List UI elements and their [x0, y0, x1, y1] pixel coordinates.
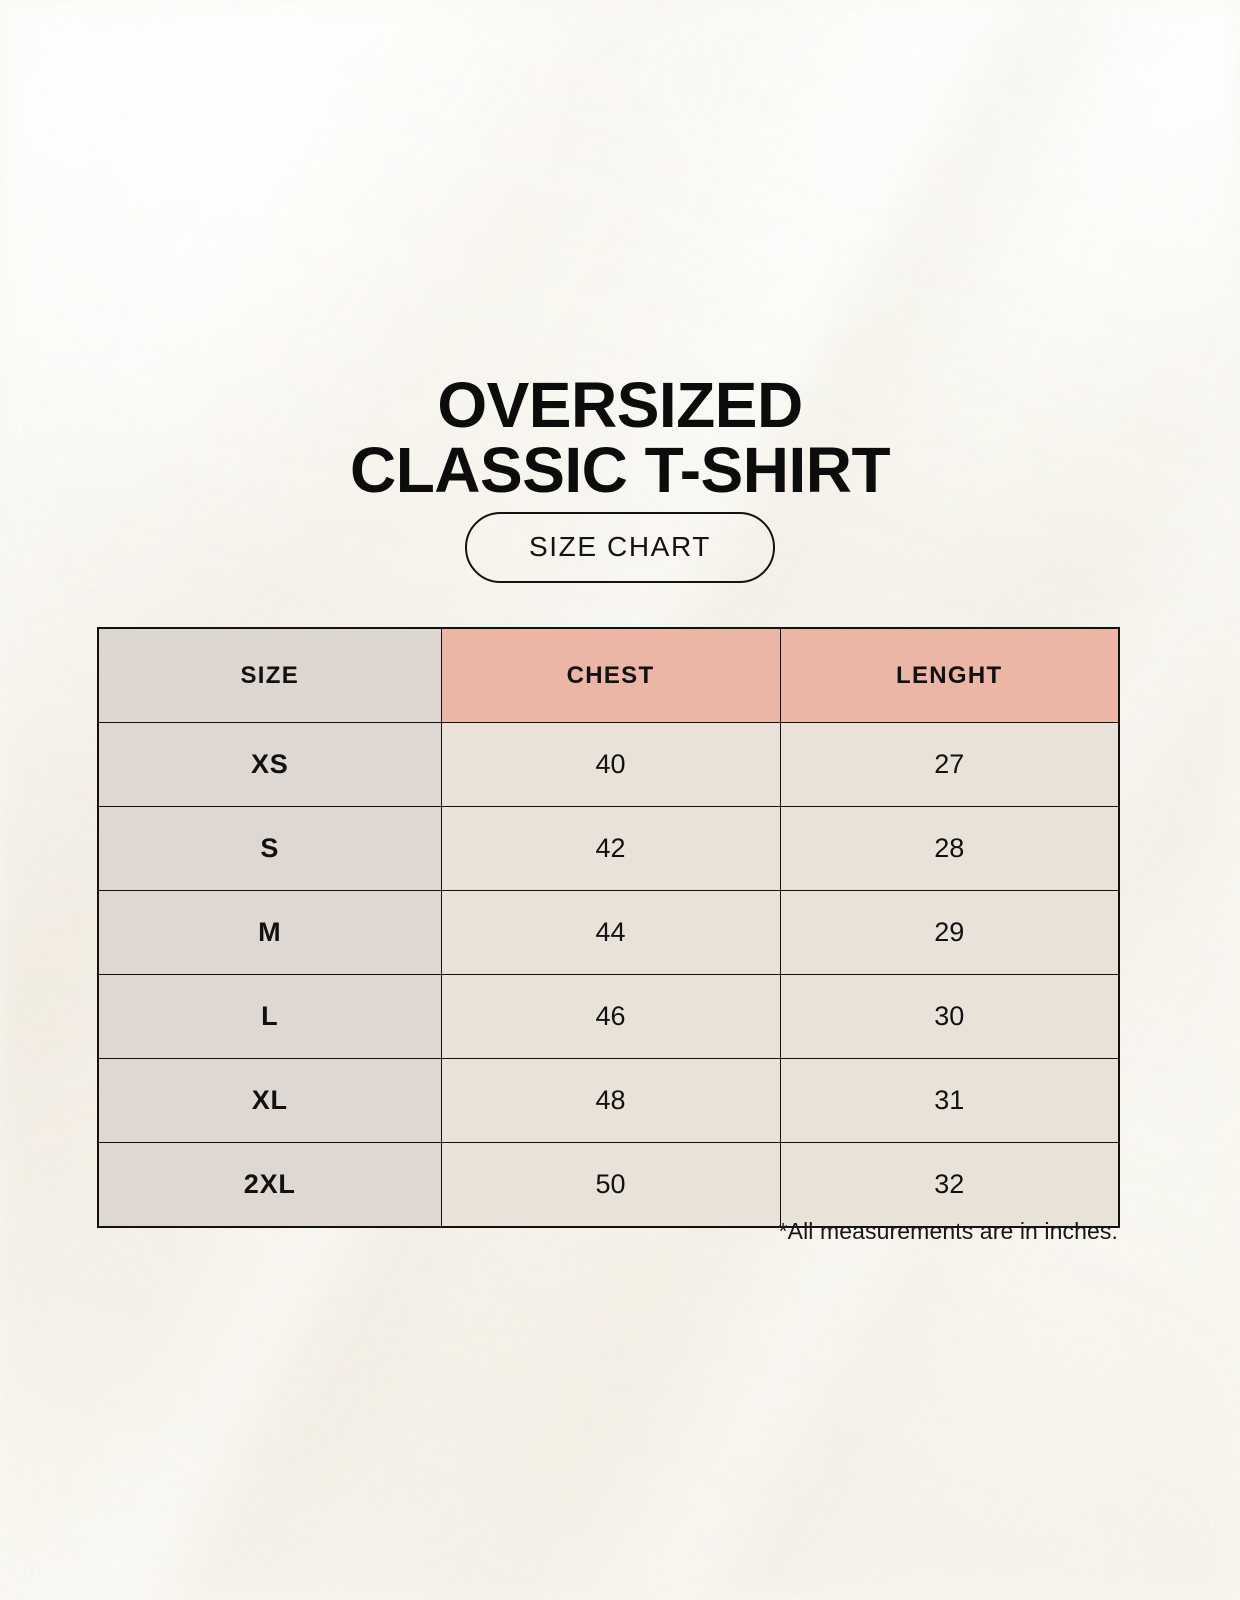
cell-length: 29 [779, 890, 1120, 975]
cell-chest: 40 [440, 722, 781, 807]
table-row: L 46 30 [97, 974, 1120, 1059]
cell-chest: 42 [440, 806, 781, 891]
cell-length: 30 [779, 974, 1120, 1059]
cell-size: L [97, 974, 442, 1059]
cell-chest: 48 [440, 1058, 781, 1143]
page-title: OVERSIZED CLASSIC T-SHIRT [349, 368, 891, 507]
cell-length: 28 [779, 806, 1120, 891]
table-row: S 42 28 [97, 806, 1120, 891]
size-table: SIZE CHEST LENGHT XS 40 27 S 42 28 M [97, 627, 1120, 1228]
cell-size: 2XL [97, 1142, 442, 1228]
cell-chest: 50 [440, 1142, 781, 1228]
cell-length: 32 [779, 1142, 1120, 1228]
column-header-length: LENGHT [779, 627, 1120, 723]
cell-length: 27 [779, 722, 1120, 807]
cell-size: XS [97, 722, 442, 807]
size-chart-badge: SIZE CHART [465, 512, 775, 583]
table-row: M 44 29 [97, 890, 1120, 975]
cell-size: S [97, 806, 442, 891]
size-table-head: SIZE CHEST LENGHT [97, 627, 1120, 723]
cell-length: 31 [779, 1058, 1120, 1143]
table-row: XS 40 27 [97, 722, 1120, 807]
table-header-row: SIZE CHEST LENGHT [97, 627, 1120, 723]
table-row: 2XL 50 32 [97, 1142, 1120, 1228]
column-header-chest: CHEST [440, 627, 781, 723]
column-header-size: SIZE [97, 627, 442, 723]
size-table-container: SIZE CHEST LENGHT XS 40 27 S 42 28 M [97, 627, 1120, 1228]
badge-row: SIZE CHART [0, 512, 1240, 583]
table-row: XL 48 31 [97, 1058, 1120, 1143]
cell-chest: 46 [440, 974, 781, 1059]
size-table-body: XS 40 27 S 42 28 M 44 29 L 46 30 [97, 722, 1120, 1228]
measurement-unit-note: *All measurements are in inches. [778, 1218, 1118, 1244]
cell-size: XL [97, 1058, 442, 1143]
cell-size: M [97, 890, 442, 975]
cell-chest: 44 [440, 890, 781, 975]
